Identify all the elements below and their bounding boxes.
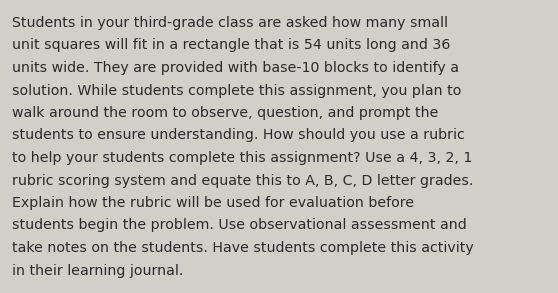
Text: unit squares will fit in a rectangle that is 54 units long and 36: unit squares will fit in a rectangle tha… bbox=[12, 38, 450, 52]
Text: take notes on the students. Have students complete this activity: take notes on the students. Have student… bbox=[12, 241, 474, 255]
Text: walk around the room to observe, question, and prompt the: walk around the room to observe, questio… bbox=[12, 106, 439, 120]
Text: units wide. They are provided with base-10 blocks to identify a: units wide. They are provided with base-… bbox=[12, 61, 459, 75]
Text: Students in your third-grade class are asked how many small: Students in your third-grade class are a… bbox=[12, 16, 448, 30]
Text: to help your students complete this assignment? Use a 4, 3, 2, 1: to help your students complete this assi… bbox=[12, 151, 472, 165]
Text: in their learning journal.: in their learning journal. bbox=[12, 263, 184, 277]
Text: students to ensure understanding. How should you use a rubric: students to ensure understanding. How sh… bbox=[12, 129, 465, 142]
Text: solution. While students complete this assignment, you plan to: solution. While students complete this a… bbox=[12, 84, 461, 98]
Text: students begin the problem. Use observational assessment and: students begin the problem. Use observat… bbox=[12, 219, 466, 233]
Text: Explain how the rubric will be used for evaluation before: Explain how the rubric will be used for … bbox=[12, 196, 414, 210]
Text: rubric scoring system and equate this to A, B, C, D letter grades.: rubric scoring system and equate this to… bbox=[12, 173, 473, 188]
